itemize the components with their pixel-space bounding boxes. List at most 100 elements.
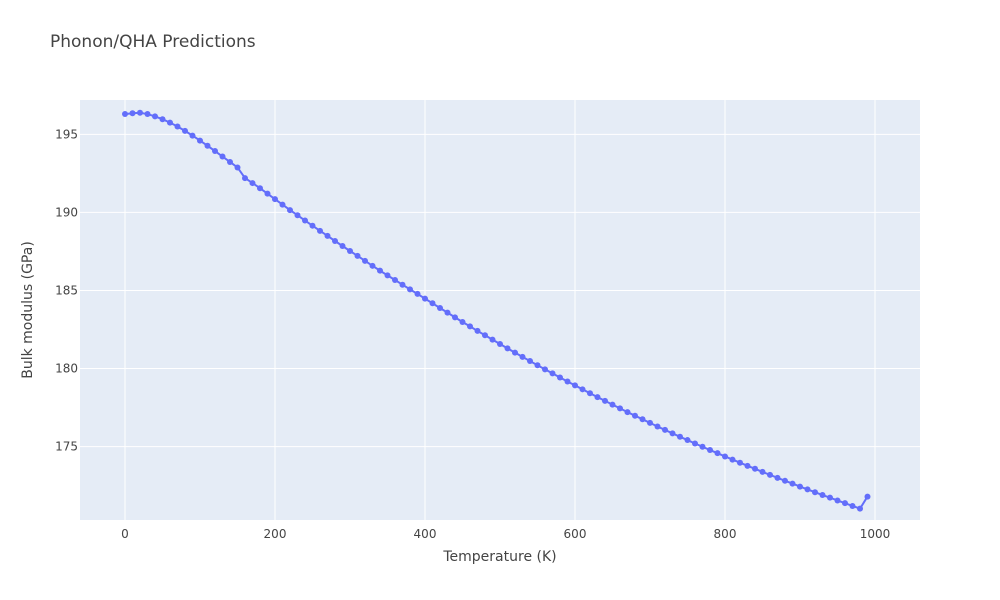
data-point — [609, 401, 616, 408]
data-point — [197, 137, 203, 144]
series-line — [124, 111, 869, 510]
data-point — [714, 450, 721, 457]
data-point — [534, 362, 541, 369]
chart-title: Phonon/QHA Predictions — [50, 32, 256, 52]
data-point — [819, 492, 826, 499]
data-point — [204, 142, 211, 149]
data-point — [287, 207, 293, 214]
data-point — [452, 314, 458, 321]
data-point — [257, 185, 263, 192]
data-point — [849, 502, 856, 509]
data-point — [834, 497, 841, 504]
data-point — [647, 419, 653, 426]
data-point — [407, 286, 413, 293]
data-point — [722, 453, 728, 460]
data-point — [857, 505, 863, 512]
data-point — [332, 237, 338, 244]
y-axis-title: Bulk modulus (GPa) — [20, 241, 36, 379]
y-tick-label: 195 — [55, 127, 78, 141]
data-point — [212, 148, 218, 155]
y-tick-label: 175 — [55, 440, 78, 454]
data-point — [414, 290, 421, 297]
data-point — [804, 486, 811, 493]
plot-background — [80, 100, 920, 520]
data-point — [549, 370, 556, 377]
data-point — [182, 127, 188, 134]
data-point — [159, 116, 166, 123]
data-point — [122, 111, 128, 118]
data-point — [377, 267, 383, 274]
x-tick-label: 600 — [564, 527, 587, 541]
data-point — [759, 468, 766, 475]
data-point — [752, 465, 758, 472]
y-tick-label: 180 — [55, 362, 78, 376]
data-point — [864, 493, 871, 500]
data-point — [339, 242, 346, 249]
x-axis-title: Temperature (K) — [442, 549, 556, 565]
data-point — [624, 409, 631, 416]
data-point — [542, 366, 548, 373]
data-point — [219, 153, 226, 160]
data-point — [632, 412, 638, 419]
data-point — [797, 483, 803, 490]
data-point — [684, 437, 691, 444]
data-point — [437, 304, 443, 311]
y-tick-label: 190 — [55, 205, 78, 219]
data-point — [639, 416, 646, 423]
data-point — [707, 447, 713, 454]
y-tick-label: 185 — [55, 283, 78, 297]
series-layer — [122, 109, 871, 512]
data-point — [677, 433, 683, 440]
data-point — [744, 462, 751, 469]
data-point — [767, 471, 773, 478]
data-point — [459, 319, 466, 326]
data-point — [827, 494, 833, 501]
data-point — [174, 123, 181, 130]
x-tick-label: 800 — [714, 527, 737, 541]
data-point — [384, 272, 391, 279]
data-point — [422, 295, 428, 302]
data-point — [489, 336, 496, 343]
data-point — [512, 349, 518, 356]
data-point — [354, 252, 361, 259]
data-point — [347, 247, 353, 254]
data-point — [497, 341, 503, 348]
data-point — [662, 426, 668, 433]
x-tick-label: 1000 — [860, 527, 891, 541]
data-point — [564, 378, 571, 385]
grid-lines — [80, 100, 920, 520]
data-point — [699, 443, 706, 450]
data-point — [429, 300, 436, 307]
data-point — [317, 227, 323, 234]
data-point — [264, 190, 271, 197]
data-point — [189, 132, 196, 139]
data-point — [144, 111, 151, 118]
data-point — [242, 175, 248, 182]
data-point — [737, 459, 743, 466]
data-point — [467, 323, 473, 330]
data-point — [572, 382, 578, 389]
data-point — [519, 353, 526, 360]
data-point — [294, 212, 301, 219]
data-point — [369, 262, 376, 269]
data-point — [504, 345, 511, 352]
data-point — [774, 474, 781, 481]
data-point — [324, 232, 331, 239]
x-tick-label: 0 — [121, 527, 129, 541]
data-point — [302, 217, 308, 224]
data-point — [782, 477, 788, 484]
data-point — [392, 277, 398, 284]
data-point — [152, 113, 158, 120]
data-point — [272, 196, 278, 203]
data-point — [279, 201, 286, 208]
data-point — [527, 358, 533, 365]
data-point — [399, 281, 406, 288]
data-point — [579, 386, 586, 393]
data-point — [234, 164, 241, 171]
data-point — [587, 390, 593, 397]
data-point — [557, 374, 563, 381]
data-point — [444, 309, 451, 316]
data-point — [602, 397, 608, 404]
data-point — [654, 423, 661, 430]
